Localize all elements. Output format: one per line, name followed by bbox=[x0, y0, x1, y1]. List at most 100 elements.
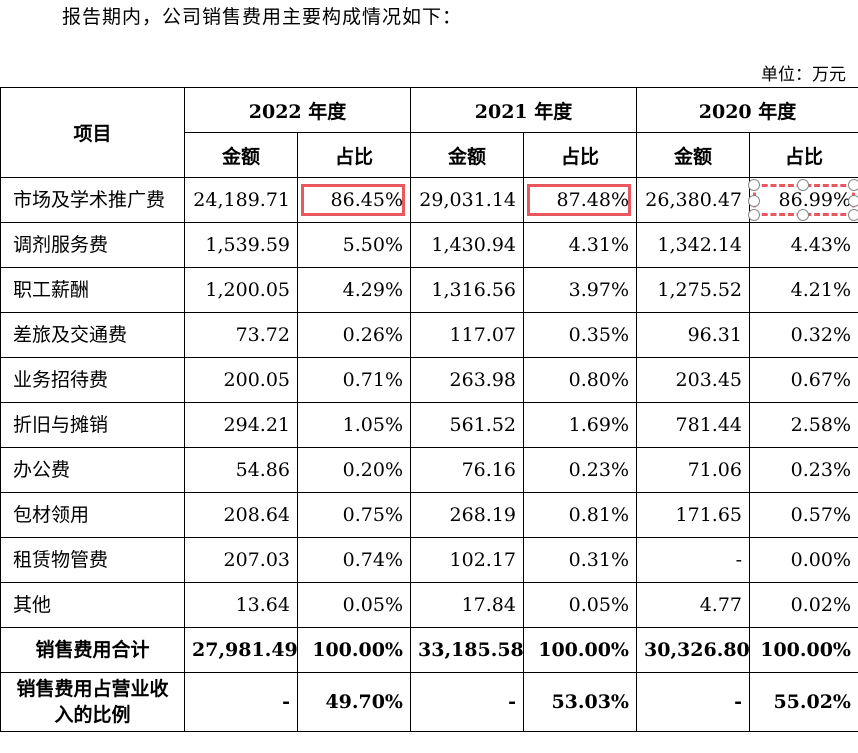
cell-share: 0.32% bbox=[749, 312, 858, 358]
cell-share: 0.23% bbox=[749, 447, 858, 493]
ratio-row: 销售费用占营业收入的比例 - 49.70% - 53.03% - 55.02% bbox=[0, 672, 858, 732]
cell-share: 1.05% bbox=[297, 402, 411, 448]
cell-amount: 200.05 bbox=[184, 357, 298, 403]
resize-handle-nw[interactable] bbox=[748, 179, 760, 191]
cell-share: 49.70% bbox=[297, 672, 411, 732]
cell-share: 53.03% bbox=[523, 672, 637, 732]
cell-amount: 117.07 bbox=[410, 312, 524, 358]
cell-amount: 203.45 bbox=[636, 357, 750, 403]
cell-amount: 1,430.94 bbox=[410, 222, 524, 268]
cell-amount: - bbox=[636, 672, 750, 732]
header-item: 项目 bbox=[0, 87, 185, 178]
row-label: 其他 bbox=[0, 582, 185, 628]
row-label: 办公费 bbox=[0, 447, 185, 493]
cell-amount: 1,342.14 bbox=[636, 222, 750, 268]
row-label: 租赁物管费 bbox=[0, 537, 185, 583]
cell-value: 86.99% bbox=[778, 189, 851, 211]
cell-amount: 4.77 bbox=[636, 582, 750, 628]
cell-share: 0.05% bbox=[523, 582, 637, 628]
resize-handle-sw[interactable] bbox=[748, 209, 760, 221]
cell-share: 0.57% bbox=[749, 492, 858, 538]
cell-share: 0.74% bbox=[297, 537, 411, 583]
header-year-2022: 2022 年度 bbox=[184, 87, 411, 133]
header-share: 占比 bbox=[297, 132, 411, 178]
cell-share: 100.00% bbox=[297, 627, 411, 673]
cell-share: 2.58% bbox=[749, 402, 858, 448]
cell-amount: 33,185.58 bbox=[410, 627, 524, 673]
cell-amount: 26,380.47 bbox=[636, 177, 750, 223]
row-label: 业务招待费 bbox=[0, 357, 185, 403]
row-label: 市场及学术推广费 bbox=[0, 177, 185, 223]
sales-expense-table: 项目 2022 年度 2021 年度 2020 年度 金额 占比 金额 占比 金… bbox=[0, 87, 858, 732]
row-label: 职工薪酬 bbox=[0, 267, 185, 313]
resize-handle-s[interactable] bbox=[797, 209, 809, 221]
cell-amount: 24,189.71 bbox=[184, 177, 298, 223]
cell-share: 5.50% bbox=[297, 222, 411, 268]
cell-amount: 207.03 bbox=[184, 537, 298, 583]
cell-amount: 30,326.80 bbox=[636, 627, 750, 673]
cell-amount: 96.31 bbox=[636, 312, 750, 358]
table-row: 调剂服务费 1,539.59 5.50% 1,430.94 4.31% 1,34… bbox=[0, 222, 858, 268]
table-row: 办公费 54.86 0.20% 76.16 0.23% 71.06 0.23% bbox=[0, 447, 858, 493]
cell-share: 0.75% bbox=[297, 492, 411, 538]
cell-amount: 76.16 bbox=[410, 447, 524, 493]
cell-share: 0.26% bbox=[297, 312, 411, 358]
header-share: 占比 bbox=[749, 132, 858, 178]
resize-handle-e[interactable] bbox=[848, 195, 858, 207]
intro-text: 报告期内，公司销售费用主要构成情况如下： bbox=[62, 6, 463, 28]
resize-handle-ne[interactable] bbox=[848, 179, 858, 191]
table-row: 包材领用 208.64 0.75% 268.19 0.81% 171.65 0.… bbox=[0, 492, 858, 538]
table-row: 职工薪酬 1,200.05 4.29% 1,316.56 3.97% 1,275… bbox=[0, 267, 858, 313]
cell-share: 100.00% bbox=[749, 627, 858, 673]
cell-share: 4.29% bbox=[297, 267, 411, 313]
unit-label: 单位：万元 bbox=[761, 65, 846, 85]
cell-amount: - bbox=[636, 537, 750, 583]
cell-amount: 27,981.49 bbox=[184, 627, 298, 673]
total-row: 销售费用合计 27,981.49 100.00% 33,185.58 100.0… bbox=[0, 627, 858, 673]
cell-amount: 263.98 bbox=[410, 357, 524, 403]
table-row: 其他 13.64 0.05% 17.84 0.05% 4.77 0.02% bbox=[0, 582, 858, 628]
cell-amount: 208.64 bbox=[184, 492, 298, 538]
cell-share: 0.81% bbox=[523, 492, 637, 538]
table-row: 折旧与摊销 294.21 1.05% 561.52 1.69% 781.44 2… bbox=[0, 402, 858, 448]
cell-amount: - bbox=[410, 672, 524, 732]
cell-share: 55.02% bbox=[749, 672, 858, 732]
cell-amount: 71.06 bbox=[636, 447, 750, 493]
selected-share-cell[interactable]: 86.99% bbox=[748, 177, 858, 223]
cell-amount: 54.86 bbox=[184, 447, 298, 493]
header-amount: 金额 bbox=[636, 132, 750, 178]
header-amount: 金额 bbox=[184, 132, 298, 178]
cell-amount: 1,200.05 bbox=[184, 267, 298, 313]
cell-amount: 294.21 bbox=[184, 402, 298, 448]
cell-share: 4.31% bbox=[523, 222, 637, 268]
table-row: 差旅及交通费 73.72 0.26% 117.07 0.35% 96.31 0.… bbox=[0, 312, 858, 358]
cell-share: 4.43% bbox=[749, 222, 858, 268]
resize-handle-w[interactable] bbox=[748, 195, 760, 207]
cell-amount: 29,031.14 bbox=[410, 177, 524, 223]
cell-amount: 171.65 bbox=[636, 492, 750, 538]
cell-share: 0.35% bbox=[523, 312, 637, 358]
resize-handle-se[interactable] bbox=[848, 209, 858, 221]
cell-amount: 13.64 bbox=[184, 582, 298, 628]
highlighted-share-cell: 87.48% bbox=[523, 177, 637, 223]
cell-share: 0.23% bbox=[523, 447, 637, 493]
header-year-2021: 2021 年度 bbox=[410, 87, 637, 133]
cell-amount: 17.84 bbox=[410, 582, 524, 628]
row-label: 调剂服务费 bbox=[0, 222, 185, 268]
header-amount: 金额 bbox=[410, 132, 524, 178]
cell-amount: 561.52 bbox=[410, 402, 524, 448]
cell-amount: 102.17 bbox=[410, 537, 524, 583]
cell-share: 0.80% bbox=[523, 357, 637, 403]
cell-amount: - bbox=[184, 672, 298, 732]
resize-handle-n[interactable] bbox=[797, 179, 809, 191]
table-row: 租赁物管费 207.03 0.74% 102.17 0.31% - 0.00% bbox=[0, 537, 858, 583]
cell-amount: 268.19 bbox=[410, 492, 524, 538]
cell-amount: 781.44 bbox=[636, 402, 750, 448]
cell-amount: 73.72 bbox=[184, 312, 298, 358]
cell-share: 3.97% bbox=[523, 267, 637, 313]
highlighted-share-cell: 86.45% bbox=[297, 177, 411, 223]
cell-share: 4.21% bbox=[749, 267, 858, 313]
cell-share: 100.00% bbox=[523, 627, 637, 673]
table-row: 市场及学术推广费 24,189.71 86.45% 29,031.14 87.4… bbox=[0, 177, 858, 223]
ratio-label: 销售费用占营业收入的比例 bbox=[0, 672, 185, 732]
